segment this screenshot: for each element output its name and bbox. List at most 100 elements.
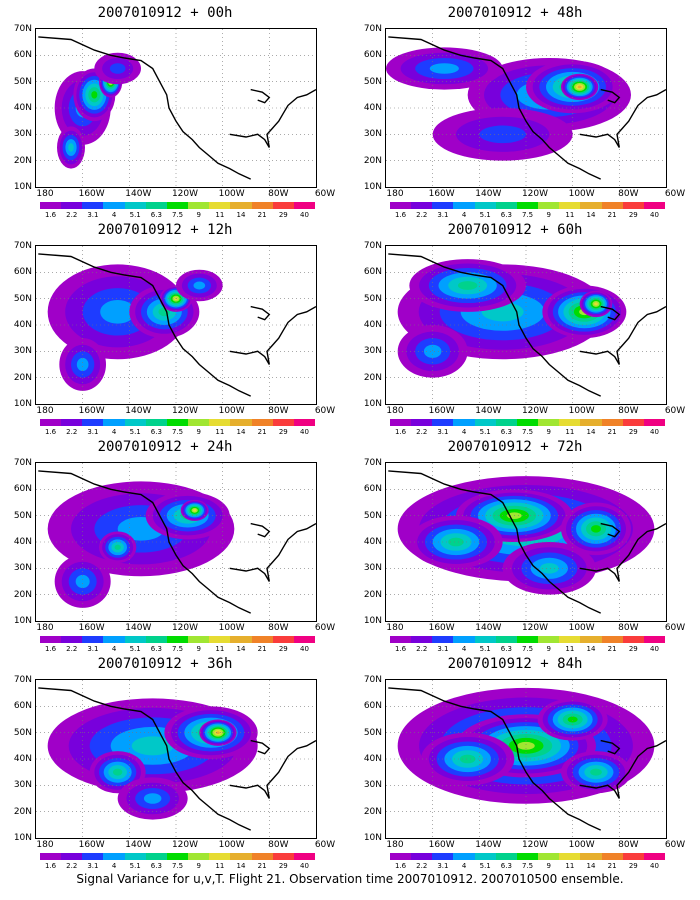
colorbar-swatch: [293, 853, 316, 860]
colorbar-swatch: [251, 202, 273, 209]
lon-tick-label: 80W: [618, 406, 639, 416]
colorbar-label: 4: [111, 428, 117, 436]
colorbar-label: 5.1: [129, 211, 141, 219]
lon-tick-label: 140W: [475, 406, 502, 416]
colorbar-label: 11: [215, 862, 225, 870]
colorbar-label: 2.2: [66, 645, 78, 653]
lon-tick-label: 160W: [78, 840, 105, 850]
lon-tick-label: 140W: [125, 406, 152, 416]
colorbar-swatch: [538, 419, 560, 426]
lon-tick-label: 180: [36, 189, 54, 199]
colorbar-label: 2.2: [416, 862, 428, 870]
colorbar-swatch: [580, 636, 602, 643]
contour-band: [109, 63, 126, 74]
lat-tick-label: 20N: [13, 589, 32, 600]
lat-tick-label: 20N: [363, 589, 382, 600]
colorbar-swatch: [495, 636, 517, 643]
lon-tick-label: 100W: [218, 189, 245, 199]
colorbar-swatch: [188, 853, 210, 860]
lat-tick-label: 20N: [13, 806, 32, 817]
contour-band: [429, 63, 459, 74]
colorbar-label: 9: [196, 645, 201, 653]
colorbar-swatch: [601, 202, 623, 209]
lat-tick-label: 10N: [13, 616, 32, 626]
colorbar-label: 4: [111, 862, 117, 870]
colorbar-label: 4: [111, 211, 117, 219]
colorbar-label: 21: [607, 211, 617, 219]
colorbar-swatch: [166, 636, 189, 643]
colorbar: [390, 419, 666, 426]
contour-band: [68, 143, 74, 152]
colorbar-label: 5.1: [129, 862, 141, 870]
colorbar-swatch: [103, 419, 125, 426]
colorbar-label: 40: [649, 645, 659, 653]
lon-tick-label: 140W: [475, 623, 502, 633]
lat-tick-label: 50N: [363, 727, 382, 738]
colorbar-swatch: [390, 202, 412, 209]
colorbar-label: 14: [586, 428, 596, 436]
colorbar-label: 6.3: [150, 645, 162, 653]
lat-tick-label: 50N: [13, 727, 32, 738]
lat-tick-label: 40N: [363, 320, 382, 330]
colorbar-swatch: [251, 636, 273, 643]
colorbar-swatch: [580, 853, 602, 860]
colorbar: [390, 636, 666, 643]
map-area: [385, 679, 667, 839]
coastline: [579, 739, 666, 799]
lon-tick-label: 100W: [568, 189, 595, 199]
colorbar: [40, 419, 316, 426]
colorbar-swatch: [82, 636, 104, 643]
contour-band: [423, 344, 442, 358]
colorbar-swatch: [230, 419, 252, 426]
coastline: [250, 739, 271, 755]
colorbar-label: 6.3: [150, 428, 162, 436]
variance-field: [386, 463, 666, 621]
lon-tick-label: 140W: [125, 189, 152, 199]
contour-band: [577, 85, 582, 89]
map-panel: 2007010912 + 72h 70N 60N 50N 40N 30N 20N 10N 180…: [350, 438, 685, 653]
colorbar-label: 9: [546, 645, 551, 653]
lon-tick-label: 180: [386, 406, 404, 416]
colorbar-swatch: [61, 636, 83, 643]
colorbar-label: 40: [299, 211, 309, 219]
colorbar-swatch: [209, 419, 231, 426]
lon-tick-label: 100W: [568, 406, 595, 416]
colorbar-swatch: [251, 419, 273, 426]
colorbar-swatch: [209, 636, 231, 643]
lat-tick-label: 70N: [363, 241, 382, 251]
colorbar-label: 29: [278, 428, 288, 436]
lat-tick-label: 40N: [13, 103, 32, 113]
colorbar-label: 5.1: [479, 428, 491, 436]
colorbar-swatch: [559, 636, 581, 643]
colorbar-swatch: [411, 853, 433, 860]
lon-tick-label: 80W: [268, 406, 289, 416]
colorbar-swatch: [390, 853, 412, 860]
colorbar-label: 11: [215, 428, 225, 436]
colorbar-label: 11: [565, 211, 575, 219]
colorbar-label: 4: [461, 428, 467, 436]
panel-title: 2007010912 + 84h: [447, 656, 583, 672]
variance-field: [386, 29, 666, 187]
colorbar-swatch: [432, 202, 454, 209]
colorbar-label: 3.1: [87, 211, 99, 219]
colorbar-swatch: [432, 419, 454, 426]
colorbar-labels: 1.6 2.2 3.1 4 5.1 6.3 7.5 9 11 14 21 29 40: [390, 862, 665, 870]
colorbar-swatch: [601, 853, 623, 860]
lat-tick-label: 60N: [13, 701, 32, 712]
colorbar-swatch: [390, 419, 412, 426]
coastline: [229, 305, 316, 365]
lon-tick-label: 60W: [314, 623, 336, 633]
colorbar-swatch: [474, 636, 496, 643]
colorbar-swatch: [474, 202, 496, 209]
contour-band: [131, 736, 174, 756]
colorbar-swatch: [538, 636, 560, 643]
colorbar-swatch: [103, 853, 125, 860]
lon-tick-label: 180: [36, 623, 54, 633]
map-panel: 2007010912 + 24h 70N 60N 50N 40N 30N 20N 10N 180…: [0, 438, 335, 653]
colorbar-label: 1.6: [395, 645, 407, 653]
contour-band: [193, 509, 197, 512]
colorbar-label: 14: [586, 645, 596, 653]
colorbar-label: 2.2: [66, 428, 78, 436]
contour-band: [567, 716, 578, 723]
panel-title: 2007010912 + 12h: [97, 222, 233, 238]
